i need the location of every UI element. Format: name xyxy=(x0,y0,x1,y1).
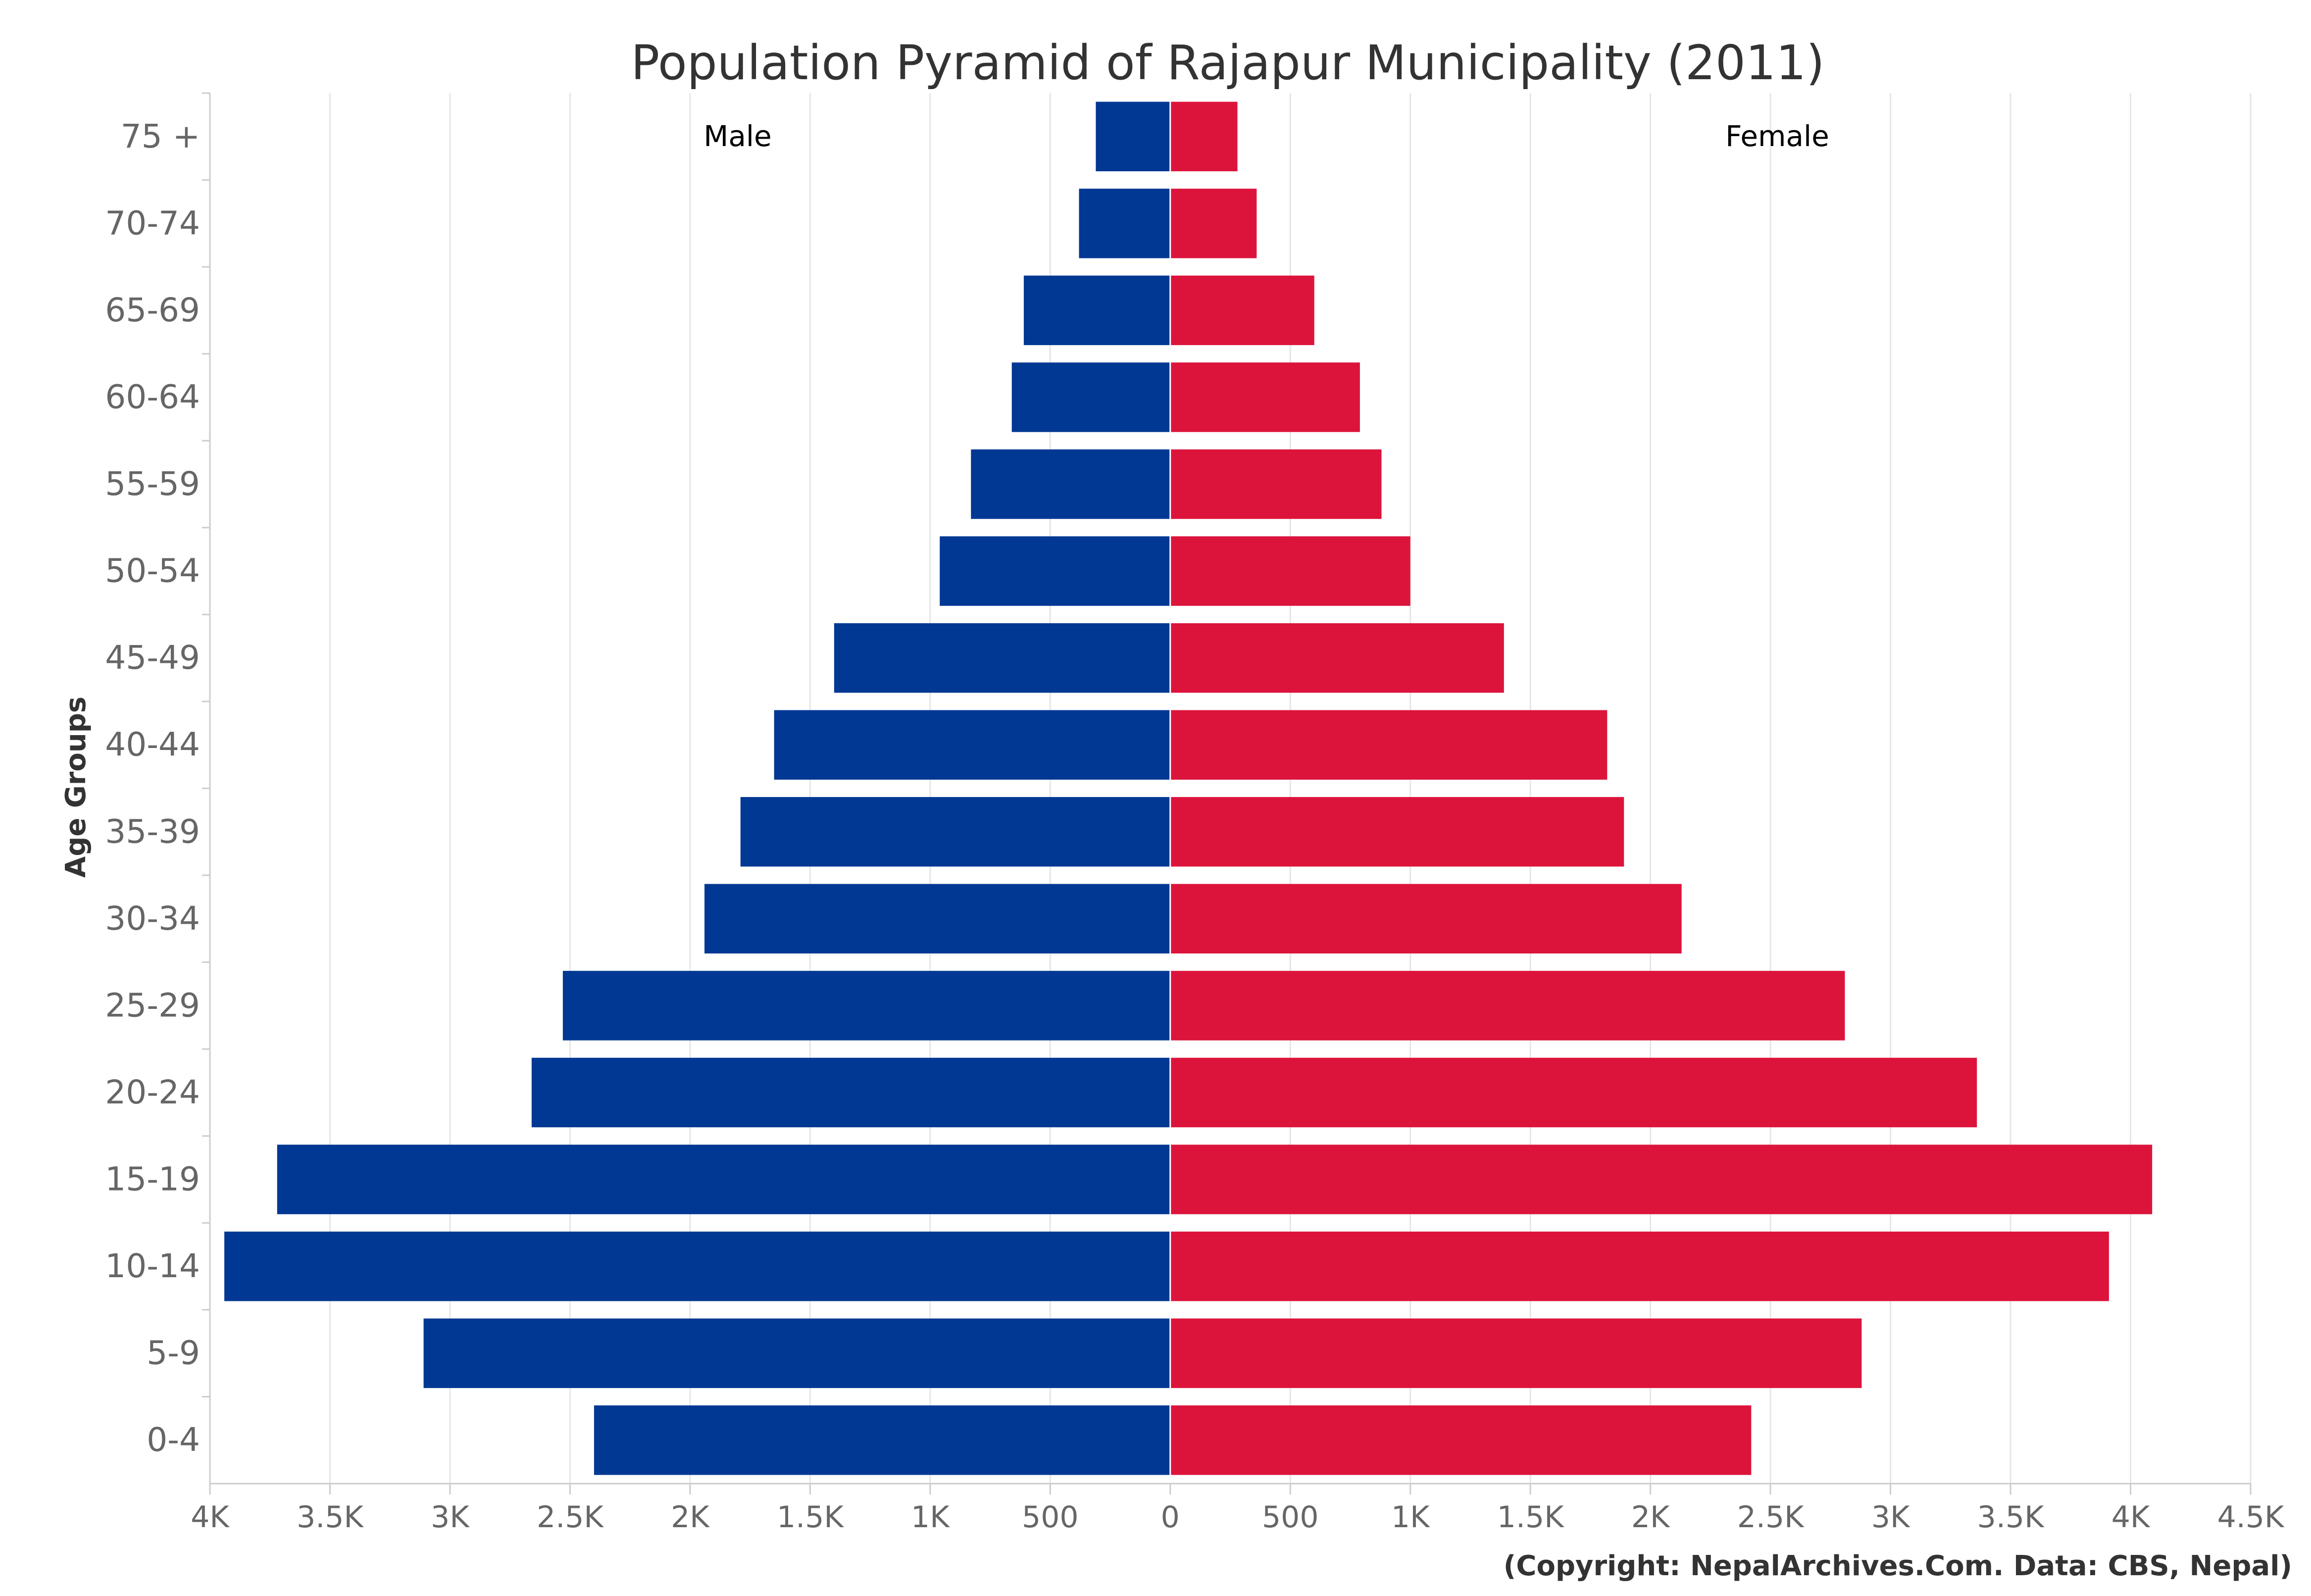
x-tick-label: 3.5K xyxy=(1977,1500,2045,1535)
chart-title: Population Pyramid of Rajapur Municipali… xyxy=(631,35,1824,91)
series-label-female: Female xyxy=(1725,119,1829,153)
bar-male xyxy=(1023,275,1170,346)
y-category-label: 60-64 xyxy=(105,378,200,416)
bar-male xyxy=(704,884,1170,954)
bar-female xyxy=(1170,362,1360,432)
bar-male xyxy=(971,449,1170,519)
y-category-label: 25-29 xyxy=(105,986,200,1024)
bar-male xyxy=(594,1405,1170,1475)
x-tick-label: 3K xyxy=(1871,1500,1910,1535)
bar-male xyxy=(224,1231,1170,1301)
bar-female xyxy=(1170,101,1238,172)
y-category-label: 5-9 xyxy=(147,1334,200,1372)
x-tick-label: 3.5K xyxy=(297,1500,364,1535)
x-tick-label: 1K xyxy=(1391,1500,1430,1535)
bar-male xyxy=(277,1145,1170,1214)
y-category-label: 50-54 xyxy=(105,552,200,590)
label-layer: 4K 3.5K 3K 2.5K 2K 1.5K 1K 500 0 500 1K 1.5K 2K 2.5K 3… xyxy=(105,117,2285,1535)
x-tick-label: 4K xyxy=(191,1500,230,1535)
bar-male xyxy=(531,1057,1170,1128)
x-tick-label: 4.5K xyxy=(2217,1500,2285,1535)
x-tick-label: 1.5K xyxy=(1497,1500,1564,1535)
bar-male xyxy=(774,710,1170,780)
bar-male xyxy=(740,797,1170,867)
x-tick-label: 2K xyxy=(1631,1500,1670,1535)
y-category-label: 40-44 xyxy=(105,726,200,764)
x-tick-label: 1.5K xyxy=(777,1500,844,1535)
x-tick-label: 500 xyxy=(1022,1500,1079,1535)
series-label-male: Male xyxy=(703,119,771,153)
bar-male xyxy=(1011,362,1170,432)
x-tick-label: 2.5K xyxy=(1737,1500,1805,1535)
y-category-label: 20-24 xyxy=(105,1073,200,1111)
bar-female xyxy=(1170,623,1504,693)
bar-male xyxy=(562,971,1170,1041)
bar-female xyxy=(1170,1318,1862,1388)
x-tick-label: 4K xyxy=(2111,1500,2151,1535)
bar-female xyxy=(1170,797,1624,867)
bar-female xyxy=(1170,536,1410,606)
bar-female xyxy=(1170,1057,1977,1128)
y-category-label: 55-59 xyxy=(105,465,200,503)
bar-female xyxy=(1170,275,1314,346)
x-tick-label: 1K xyxy=(911,1500,950,1535)
y-category-label: 70-74 xyxy=(105,204,200,242)
y-category-label: 30-34 xyxy=(105,899,200,938)
y-category-label: 45-49 xyxy=(105,639,200,677)
bar-male xyxy=(1096,101,1170,172)
bar-male xyxy=(1079,189,1170,258)
bar-layer xyxy=(224,101,2153,1475)
bar-female xyxy=(1170,1145,2153,1214)
bar-female xyxy=(1170,1231,2109,1301)
bar-female xyxy=(1170,449,1382,519)
y-category-label: 0-4 xyxy=(147,1421,200,1459)
x-tick-label: 2.5K xyxy=(537,1500,604,1535)
bar-male xyxy=(940,536,1170,606)
y-category-label: 75 + xyxy=(121,117,200,155)
x-tick-label: 3K xyxy=(431,1500,470,1535)
y-axis-title: Age Groups xyxy=(60,697,92,878)
x-tick-label: 0 xyxy=(1161,1500,1180,1535)
y-category-label: 65-69 xyxy=(105,291,200,329)
bar-male xyxy=(423,1318,1170,1388)
bar-female xyxy=(1170,1405,1752,1475)
bar-female xyxy=(1170,884,1682,954)
bar-female xyxy=(1170,710,1608,780)
axis-layer xyxy=(202,92,2252,1495)
y-category-label: 15-19 xyxy=(105,1160,200,1198)
x-tick-label: 500 xyxy=(1262,1500,1319,1535)
bar-female xyxy=(1170,189,1257,258)
credits-text: (Copyright: NepalArchives.Com. Data: CBS… xyxy=(1504,1550,2292,1582)
y-category-label: 35-39 xyxy=(105,812,200,850)
bar-female xyxy=(1170,971,1845,1041)
y-category-label: 10-14 xyxy=(105,1247,200,1285)
bar-male xyxy=(834,623,1170,693)
x-tick-label: 2K xyxy=(671,1500,710,1535)
